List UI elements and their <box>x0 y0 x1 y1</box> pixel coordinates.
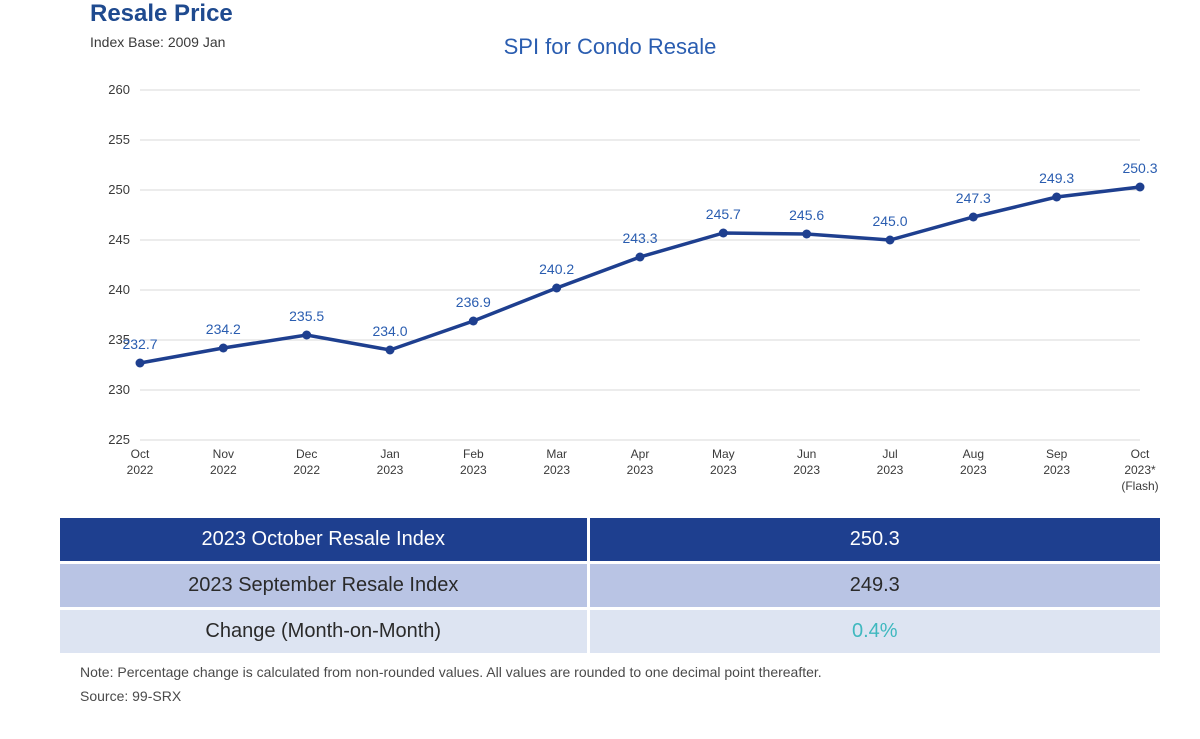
summary-label: Change (Month-on-Month) <box>60 609 588 655</box>
svg-text:250.3: 250.3 <box>1122 160 1157 176</box>
chart-svg: 225230235240245250255260Oct2022Nov2022De… <box>80 70 1160 510</box>
footer-note: Note: Percentage change is calculated fr… <box>80 664 1160 680</box>
svg-text:2023: 2023 <box>960 463 987 477</box>
footer-source: Source: 99-SRX <box>80 688 1160 704</box>
svg-text:Apr: Apr <box>631 447 650 461</box>
svg-text:Feb: Feb <box>463 447 484 461</box>
svg-text:2022: 2022 <box>127 463 154 477</box>
svg-text:2023: 2023 <box>377 463 404 477</box>
svg-text:240: 240 <box>108 282 130 297</box>
svg-text:2023: 2023 <box>1043 463 1070 477</box>
svg-text:260: 260 <box>108 82 130 97</box>
svg-text:245.6: 245.6 <box>789 207 824 223</box>
svg-text:2023: 2023 <box>793 463 820 477</box>
svg-text:235.5: 235.5 <box>289 308 324 324</box>
svg-text:Sep: Sep <box>1046 447 1068 461</box>
svg-text:Oct: Oct <box>1131 447 1150 461</box>
svg-text:2023: 2023 <box>460 463 487 477</box>
svg-text:234.0: 234.0 <box>372 323 407 339</box>
svg-text:234.2: 234.2 <box>206 321 241 337</box>
svg-text:2022: 2022 <box>210 463 237 477</box>
svg-text:240.2: 240.2 <box>539 261 574 277</box>
svg-text:Oct: Oct <box>131 447 150 461</box>
svg-text:2022: 2022 <box>293 463 320 477</box>
svg-text:Jan: Jan <box>380 447 399 461</box>
svg-text:Jul: Jul <box>882 447 897 461</box>
summary-value: 250.3 <box>588 518 1160 563</box>
svg-text:236.9: 236.9 <box>456 294 491 310</box>
svg-text:Aug: Aug <box>963 447 984 461</box>
svg-text:Nov: Nov <box>213 447 234 461</box>
svg-text:245: 245 <box>108 232 130 247</box>
summary-row: 2023 October Resale Index250.3 <box>60 518 1160 563</box>
svg-text:245.0: 245.0 <box>872 213 907 229</box>
svg-text:245.7: 245.7 <box>706 206 741 222</box>
svg-text:2023: 2023 <box>877 463 904 477</box>
svg-text:255: 255 <box>108 132 130 147</box>
page-title: Resale Price <box>90 0 1160 28</box>
svg-text:249.3: 249.3 <box>1039 170 1074 186</box>
svg-text:May: May <box>712 447 735 461</box>
line-chart: 225230235240245250255260Oct2022Nov2022De… <box>80 70 1160 510</box>
svg-text:225: 225 <box>108 432 130 447</box>
svg-text:232.7: 232.7 <box>122 336 157 352</box>
svg-text:243.3: 243.3 <box>622 230 657 246</box>
svg-text:Jun: Jun <box>797 447 816 461</box>
summary-value: 0.4% <box>588 609 1160 655</box>
summary-value: 249.3 <box>588 563 1160 609</box>
summary-table: 2023 October Resale Index250.32023 Septe… <box>60 518 1160 656</box>
svg-text:2023*: 2023* <box>1124 463 1156 477</box>
summary-row: 2023 September Resale Index249.3 <box>60 563 1160 609</box>
svg-text:(Flash): (Flash) <box>1121 479 1158 493</box>
svg-text:247.3: 247.3 <box>956 190 991 206</box>
svg-text:Dec: Dec <box>296 447 317 461</box>
svg-text:250: 250 <box>108 182 130 197</box>
svg-text:2023: 2023 <box>543 463 570 477</box>
svg-text:2023: 2023 <box>710 463 737 477</box>
summary-label: 2023 September Resale Index <box>60 563 588 609</box>
summary-row: Change (Month-on-Month)0.4% <box>60 609 1160 655</box>
svg-text:Mar: Mar <box>546 447 567 461</box>
svg-text:2023: 2023 <box>627 463 654 477</box>
summary-label: 2023 October Resale Index <box>60 518 588 563</box>
chart-container: Resale Price Index Base: 2009 Jan SPI fo… <box>0 0 1200 724</box>
svg-text:230: 230 <box>108 382 130 397</box>
